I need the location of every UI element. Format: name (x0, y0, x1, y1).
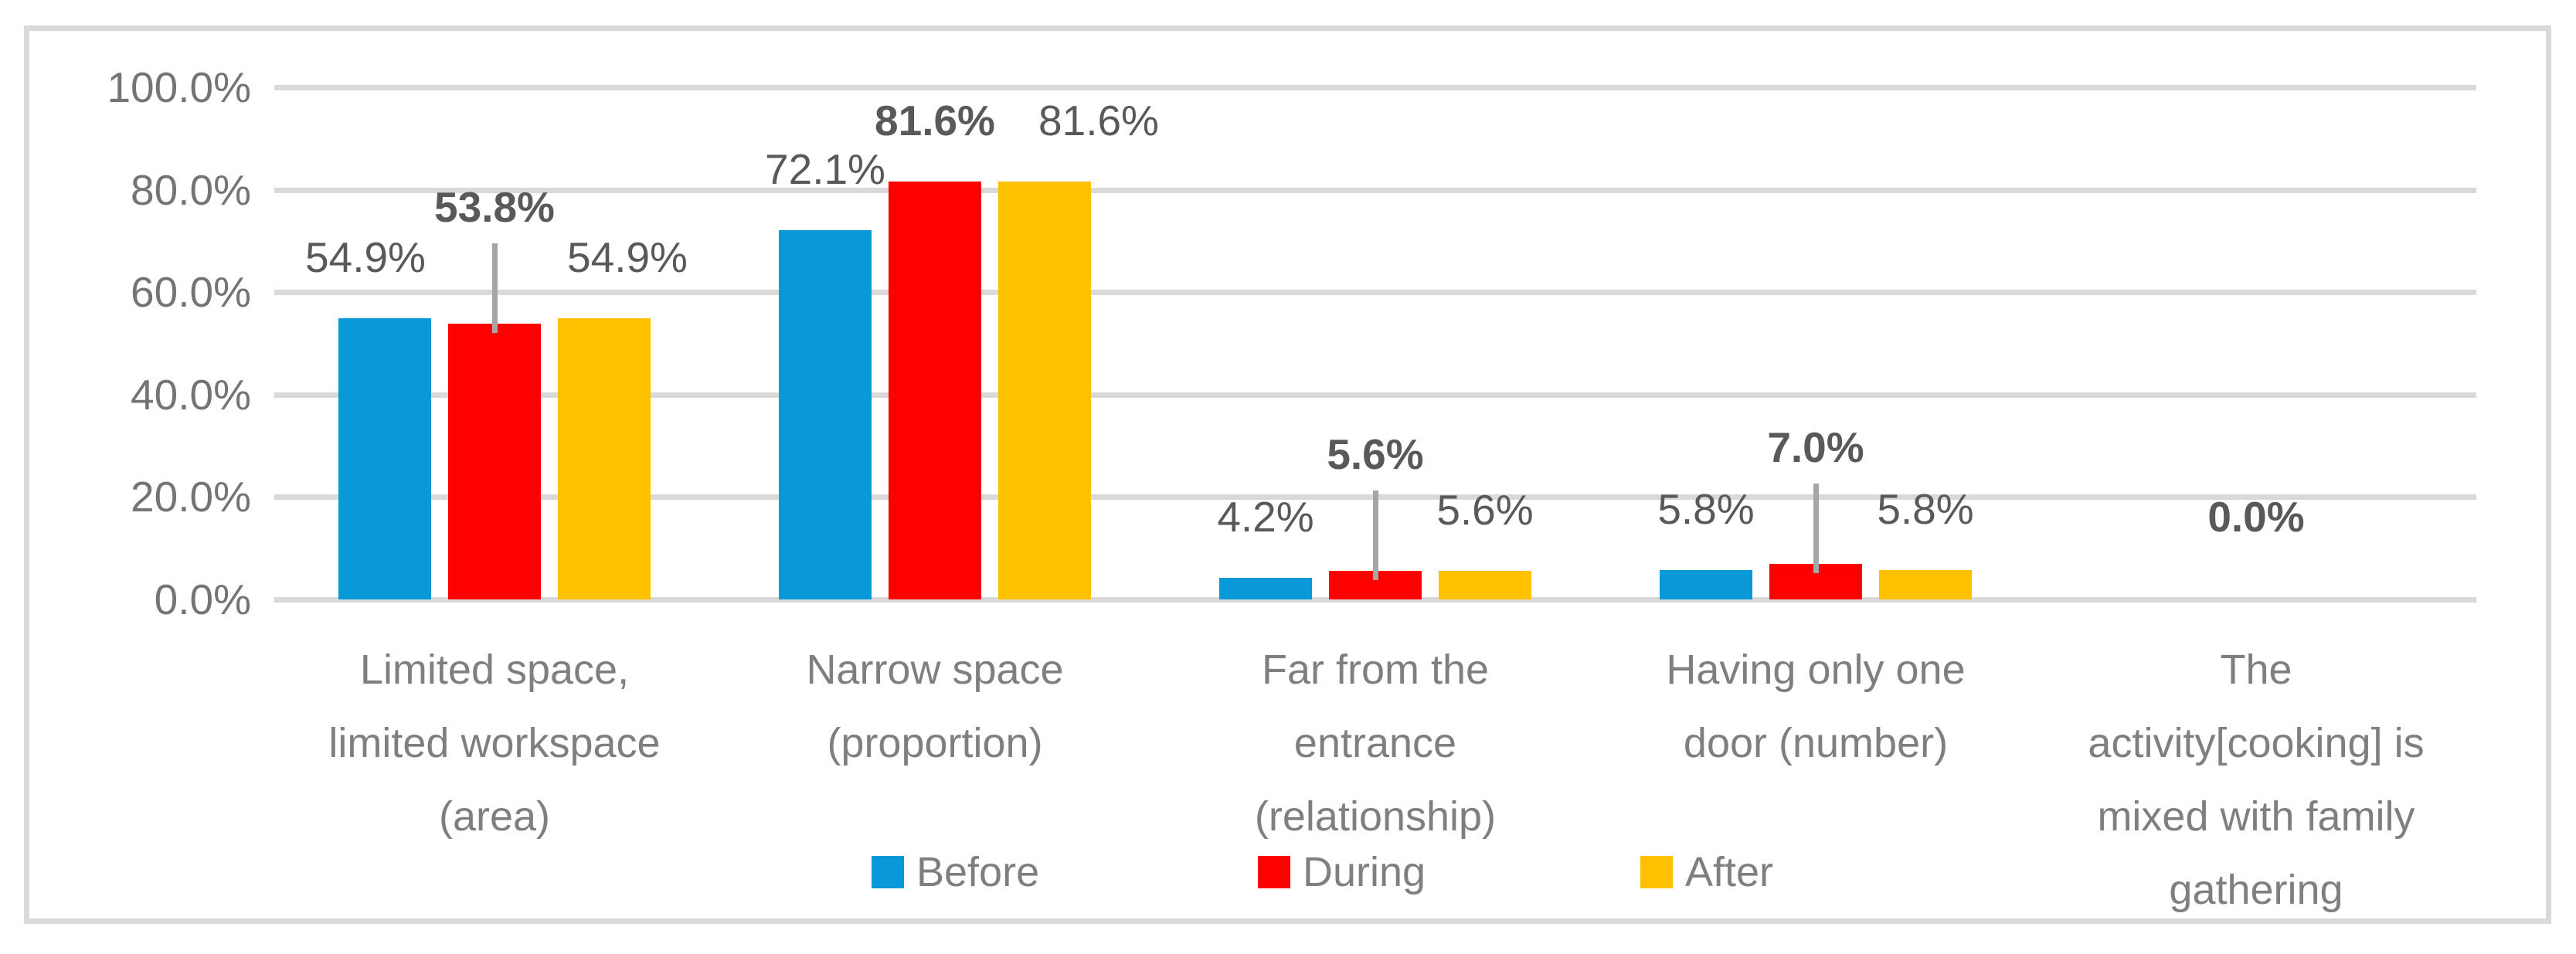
y-axis-tick-label: 20.0% (131, 473, 251, 521)
legend-item-during: During (1258, 849, 1426, 895)
legend-swatch-during (1258, 856, 1290, 888)
data-label: 4.2% (1217, 493, 1314, 542)
bar-before (1660, 569, 1752, 599)
data-label: 81.6% (1038, 96, 1159, 144)
x-axis-category-label: Having only one door (number) (1596, 633, 2036, 780)
data-label: 5.8% (1877, 484, 1974, 533)
x-axis-label-line: Far from the (1261, 647, 1490, 693)
x-axis-label-line: Limited space, (359, 647, 630, 693)
x-axis-category-label: Limited space, limited workspace (area) (274, 633, 715, 854)
x-axis-label-line: entrance (1293, 720, 1457, 766)
bar-after (998, 181, 1091, 599)
y-axis-tick-label: 40.0% (131, 370, 251, 419)
x-axis-category-label: Narrow space (proportion) (715, 633, 1155, 780)
x-axis-category-label: Far from the entrance (relationship) (1155, 633, 1596, 854)
legend-label: After (1685, 849, 1774, 895)
bar-after (1439, 570, 1531, 599)
gridline (274, 597, 2476, 603)
gridline (274, 85, 2476, 90)
x-axis-label-line: activity[cooking] is (2088, 720, 2425, 766)
label-leader-line (1813, 483, 1819, 573)
gridline (274, 187, 2476, 193)
y-axis-tick-label: 80.0% (131, 165, 251, 214)
x-axis-category-label: The activity[cooking] is mixed with family… (2036, 633, 2476, 927)
x-axis-label-line: (area) (438, 793, 551, 840)
legend-swatch-before (872, 856, 904, 888)
x-axis-label-line: door (number) (1683, 720, 1949, 766)
label-leader-line (492, 243, 498, 334)
y-axis-tick-label: 100.0% (107, 63, 251, 111)
data-label: 54.9% (567, 233, 688, 281)
x-axis-label-line: Narrow space (806, 647, 1064, 693)
bar-before (779, 229, 872, 599)
data-label: 53.8% (434, 183, 555, 232)
data-label: 7.0% (1767, 423, 1864, 471)
y-axis-tick-label: 0.0% (154, 575, 251, 623)
legend-label: During (1303, 849, 1426, 895)
legend-swatch-after (1640, 856, 1673, 888)
data-label: 72.1% (765, 144, 885, 193)
data-label: 81.6% (875, 96, 995, 144)
data-label: 5.6% (1327, 429, 1424, 478)
bar-before (338, 318, 431, 599)
bar-before (1219, 578, 1312, 599)
x-axis-label-line: limited workspace (328, 720, 661, 766)
data-label: 5.6% (1436, 485, 1534, 534)
legend-item-after: After (1640, 849, 1774, 895)
legend-label: Before (916, 849, 1040, 895)
data-label: 5.8% (1657, 484, 1755, 533)
x-axis-label-line: Having only one (1666, 647, 1966, 693)
x-axis-label-line: (relationship) (1254, 793, 1497, 840)
x-axis-label-line: gathering (2169, 867, 2343, 913)
data-label: 54.9% (305, 233, 426, 281)
bar-during (889, 181, 981, 599)
data-label: 0.0% (2207, 493, 2305, 541)
x-axis-label-line: The (2220, 647, 2292, 693)
bar-after (558, 318, 651, 599)
legend-item-before: Before (872, 849, 1040, 895)
label-leader-line (1373, 490, 1378, 580)
x-axis-label-line: mixed with family (2097, 793, 2415, 840)
chart-border (24, 25, 2551, 924)
bar-after (1879, 569, 1972, 599)
bar-during (448, 324, 541, 599)
y-axis-tick-label: 60.0% (131, 268, 251, 317)
x-axis-label-line: (proportion) (827, 720, 1043, 766)
gridline (274, 392, 2476, 398)
gridline (274, 290, 2476, 296)
